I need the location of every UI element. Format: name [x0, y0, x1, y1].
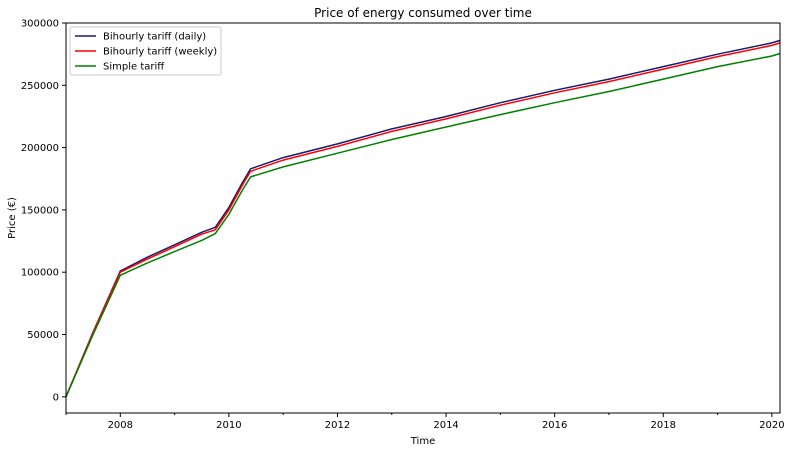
- x-tick-label: 2018: [651, 420, 676, 431]
- x-tick-label: 2010: [216, 420, 241, 431]
- legend-entry-label: Simple tariff: [103, 62, 165, 73]
- y-tick-label: 200000: [21, 143, 59, 154]
- y-tick-label: 0: [53, 392, 59, 403]
- series-line-1: [65, 39, 781, 398]
- series-lines: [65, 39, 781, 398]
- y-axis: 0 50000 100000 150000 200000 250000 300000: [21, 19, 66, 403]
- chart-title: Price of energy consumed over time: [314, 6, 532, 20]
- series-line-2: [65, 42, 781, 398]
- x-axis: 2008 2010 2012 2014 2016 2018 2020: [65, 413, 785, 431]
- y-tick-label: 300000: [21, 19, 59, 30]
- y-tick-label: 250000: [21, 81, 59, 92]
- legend-entry-label: Bihourly tariff (daily): [103, 32, 206, 43]
- y-tick-label: 50000: [27, 330, 59, 341]
- x-tick-label: 2008: [108, 420, 133, 431]
- y-tick-label: 150000: [21, 205, 59, 216]
- legend: Bihourly tariff (daily) Bihourly tariff (…: [69, 26, 222, 76]
- x-axis-label: Time: [410, 436, 435, 447]
- x-tick-label: 2012: [325, 420, 350, 431]
- series-line-3: [65, 52, 781, 398]
- x-tick-label: 2020: [759, 420, 784, 431]
- x-tick-label: 2014: [433, 420, 458, 431]
- legend-box: [69, 26, 222, 76]
- x-tick-label: 2016: [542, 420, 567, 431]
- y-tick-label: 100000: [21, 268, 59, 279]
- legend-entry-label: Bihourly tariff (weekly): [103, 47, 217, 58]
- y-axis-label: Price (€): [7, 197, 18, 239]
- plot-frame: [65, 22, 781, 414]
